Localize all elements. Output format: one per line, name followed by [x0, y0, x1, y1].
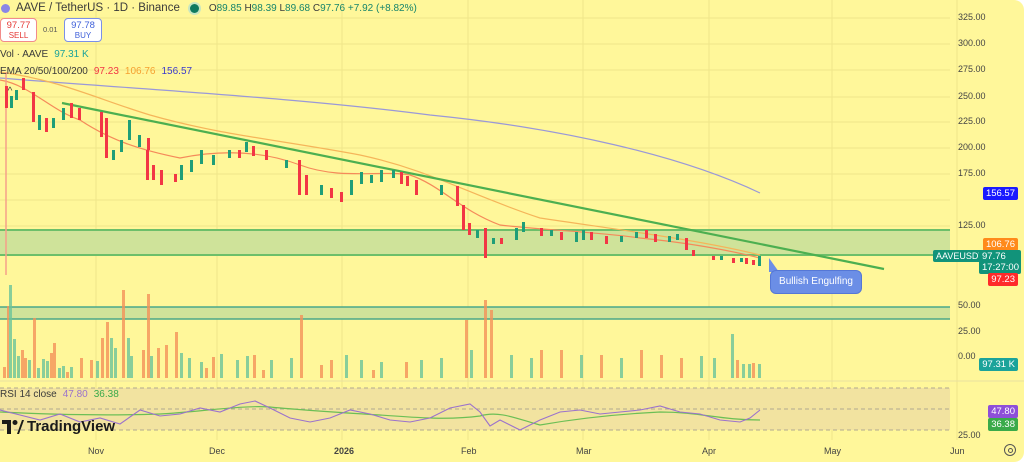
bullish-engulfing-annotation[interactable]: Bullish Engulfing	[770, 270, 862, 294]
buy-button[interactable]: 97.78 BUY	[64, 18, 102, 42]
tradingview-icon	[2, 419, 24, 434]
symbol-title[interactable]: AAVE / TetherUS · 1D · Binance	[16, 2, 180, 14]
spread-value: 0.01	[43, 25, 58, 34]
volume-price-tag: 97.31 K	[979, 358, 1018, 371]
rsi-legend[interactable]: RSI 14 close 47.80 36.38	[0, 389, 119, 400]
collapse-legend-button[interactable]: ^	[7, 86, 13, 97]
ema200-line	[0, 77, 761, 194]
volume-bars	[3, 285, 761, 378]
rsi-price-tag: 47.80	[988, 405, 1018, 418]
volume-legend[interactable]: Vol · AAVE 97.31 K	[0, 49, 89, 60]
ema-legend[interactable]: EMA 20/50/100/200 97.23 106.76 156.57	[0, 66, 193, 77]
symbol-price-tag: AAVEUSDT	[933, 250, 987, 262]
trendline	[61, 101, 885, 271]
ohlc-values: O89.85 H98.39 L89.68 C97.76 +7.92 (+8.82…	[208, 2, 417, 14]
last-price-tag: 97.76 17:27:00	[979, 250, 1021, 274]
support-zone	[0, 230, 950, 255]
settings-gear-icon[interactable]	[1004, 444, 1016, 456]
symbol-header: AAVE / TetherUS · 1D · Binance O89.85 H9…	[0, 2, 417, 14]
tradingview-logo[interactable]: TradingView	[2, 418, 115, 435]
candles	[5, 78, 761, 266]
ema50-price-tag: 106.76	[982, 238, 1018, 251]
rsi-ma-price-tag: 36.38	[988, 418, 1018, 431]
symbol-logo-icon	[1, 3, 10, 13]
rsi-line	[0, 400, 761, 431]
ema50-line	[0, 71, 761, 256]
sell-button[interactable]: 97.77 SELL	[0, 18, 37, 42]
ema20-price-tag: 97.23	[988, 273, 1018, 286]
rsi-ma-line	[0, 406, 761, 426]
ema100-price-tag: 156.57	[982, 187, 1018, 200]
change-value: +7.92 (+8.82%)	[347, 2, 417, 14]
market-status-icon	[189, 3, 199, 13]
